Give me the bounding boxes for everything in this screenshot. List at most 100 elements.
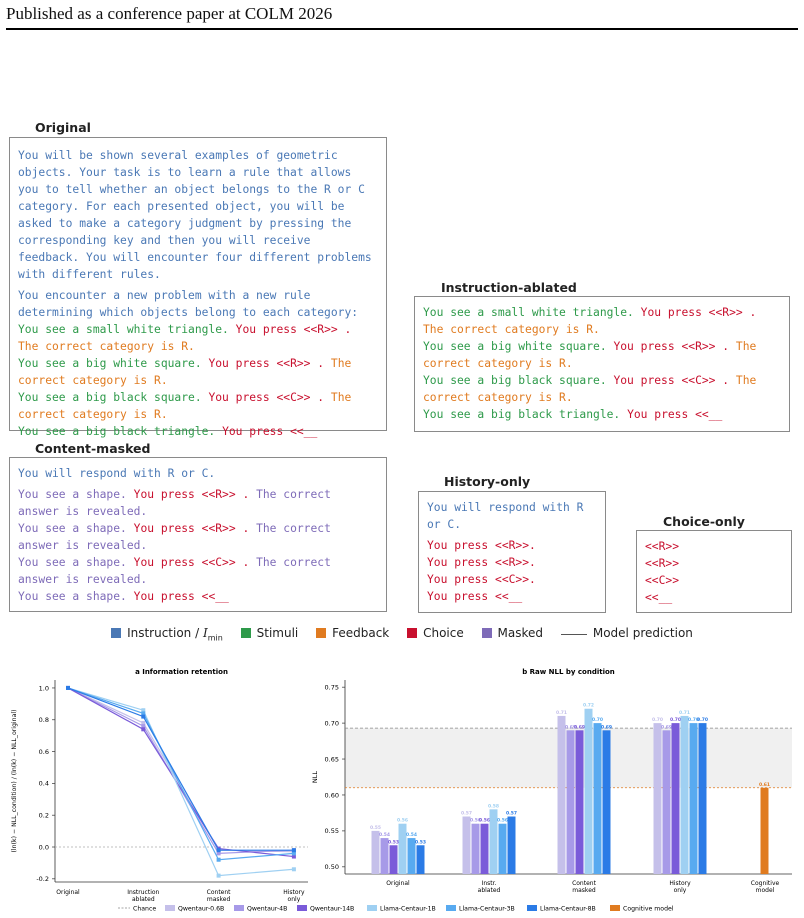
masked-trial-4: You see a shape. You press <<__: [18, 590, 229, 603]
ablated-prompt-box: You see a small white triangle. You pres…: [414, 296, 790, 432]
panel-a-point: [216, 848, 221, 853]
panel-b-bar: [698, 723, 707, 874]
panel-b-bar-label: 0.53: [415, 839, 426, 845]
panel-a-point: [291, 851, 296, 856]
bottom-legend-label: Llama-Centaur-3B: [459, 906, 515, 913]
legend-feedback: Feedback: [316, 626, 389, 640]
panel-b-ytick-label: 0.65: [325, 755, 339, 763]
panel-a-xtick-label: ablated: [132, 896, 155, 903]
original-trial-1: You see a small white triangle. You pres…: [18, 323, 352, 353]
panel-b-bar-label: 0.61: [759, 782, 770, 788]
panel-b-bar: [662, 730, 671, 874]
panel-b-bar-label: 0.69: [565, 724, 576, 730]
panel-b-bar-label: 0.56: [479, 818, 490, 824]
panel-a-series-line: [67, 687, 294, 853]
panel-b-xtick-label: History: [669, 880, 691, 887]
choice-line-4: <<__: [645, 591, 673, 604]
panel-a-point: [291, 854, 296, 859]
panel-b-bar-label: 0.70: [697, 717, 708, 723]
choice-line-2: <<R>>: [645, 557, 680, 570]
panel-b-bar: [389, 845, 398, 874]
panel-a-point: [291, 848, 296, 853]
bottom-legend-swatch: [297, 905, 307, 911]
history-title: History-only: [440, 474, 535, 489]
panel-b-bar: [398, 823, 407, 874]
panel-b-bar-label: 0.72: [583, 703, 594, 709]
panel-b-bar: [507, 816, 516, 874]
panel-b-ytick-label: 0.50: [325, 863, 339, 871]
legend-masked: Masked: [481, 626, 543, 640]
panel-b-bar-label: 0.53: [388, 839, 399, 845]
panel-a-xtick-label: Content: [207, 889, 232, 896]
panel-b-bar: [480, 823, 489, 874]
panel-a-xtick-label: masked: [207, 896, 231, 903]
panel-a-xtick-label: Instruction: [127, 889, 159, 896]
panel-b-ytick-label: 0.55: [325, 827, 339, 835]
ablated-trial-4: You see a big black triangle. You press …: [423, 408, 723, 421]
ablated-trial-1: You see a small white triangle. You pres…: [423, 306, 757, 336]
panel-b-xtick-label: model: [756, 887, 775, 894]
panel-b-xtick-label: Content: [572, 880, 597, 887]
original-title: Original: [31, 120, 95, 135]
panel-a-point: [216, 851, 221, 856]
panel-a-series-line: [67, 687, 294, 851]
panel-a-point: [141, 711, 146, 716]
history-line-4: You press <<__: [427, 590, 523, 603]
panel-b-bar-label: 0.70: [652, 717, 663, 723]
panel-b-bar-label: 0.54: [379, 832, 390, 838]
panel-a-xtick-label: Original: [56, 889, 80, 896]
panel-b-bar-label: 0.56: [497, 818, 508, 824]
panel-a-point: [141, 724, 146, 729]
ablated-trial-2: You see a big white square. You press <<…: [423, 340, 757, 370]
panel-b-xtick-label: masked: [572, 887, 596, 894]
bottom-legend-swatch: [446, 905, 456, 911]
header-rule: [6, 28, 798, 30]
panel-b-bar-label: 0.69: [574, 724, 585, 730]
panel-b-bar: [680, 715, 689, 874]
panel-b-title: b Raw NLL by condition: [522, 668, 615, 676]
bottom-legend-label: Qwentaur-4B: [247, 906, 287, 913]
masked-trial-1: You see a shape. You press <<R>> . The c…: [18, 488, 331, 518]
panel-b-bar: [462, 816, 471, 874]
history-line-2: You press <<R>>.: [427, 556, 536, 569]
bottom-legend-label: Chance: [133, 906, 156, 913]
panel-b-ylabel: NLL: [311, 771, 319, 783]
results-figure: a Information retention-0.20.00.20.40.60…: [11, 668, 792, 913]
bottom-legend-label: Llama-Centaur-1B: [380, 906, 436, 913]
panel-b-bar: [584, 708, 593, 874]
panel-a-series-line: [67, 687, 294, 877]
choice-line-3: <<C>>: [645, 574, 680, 587]
panel-a-xtick-label: History: [283, 889, 305, 896]
masked-trial-2: You see a shape. You press <<R>> . The c…: [18, 522, 331, 552]
panel-b-bar-label: 0.70: [670, 717, 681, 723]
panel-b-bar: [380, 838, 389, 874]
panel-b-bar: [407, 838, 416, 874]
panel-a-ytick-label: 0.6: [39, 748, 49, 756]
panel-a-ytick-label: 0.0: [39, 843, 49, 851]
panel-a-ytick-label: 1.0: [39, 684, 49, 692]
panel-a-series-line: [67, 687, 294, 858]
panel-a-series-line: [67, 687, 294, 854]
panel-b-bar-label: 0.56: [397, 818, 408, 824]
choice-title: Choice-only: [659, 514, 749, 529]
masked-title: Content-masked: [31, 441, 155, 456]
history-prompt-box: You will respond with R or C. You press …: [418, 491, 606, 613]
running-header: Published as a conference paper at COLM …: [6, 4, 333, 23]
legend-model-prediction: Model prediction: [560, 626, 693, 640]
panel-b-bar: [602, 730, 611, 874]
panel-a-ytick-label: 0.4: [39, 780, 49, 788]
panel-a-point: [216, 873, 221, 878]
panel-b-bar-label: 0.57: [461, 811, 472, 817]
panel-b-bar-label: 0.55: [370, 825, 381, 831]
bottom-legend-swatch: [610, 905, 620, 911]
legend-instruction: Instruction / Imin: [111, 626, 223, 642]
panel-b-xtick-label: Instr.: [482, 880, 497, 887]
original-trial-3: You see a big black square. You press <<…: [18, 391, 352, 421]
panel-b-xtick-label: Original: [386, 880, 410, 887]
panel-a-point: [291, 867, 296, 872]
panel-b-bar: [653, 723, 662, 874]
panel-b-xtick-label: ablated: [478, 887, 501, 894]
bottom-legend-swatch: [527, 905, 537, 911]
panel-b-bar: [575, 730, 584, 874]
masked-trial-3: You see a shape. You press <<C>> . The c…: [18, 556, 331, 586]
